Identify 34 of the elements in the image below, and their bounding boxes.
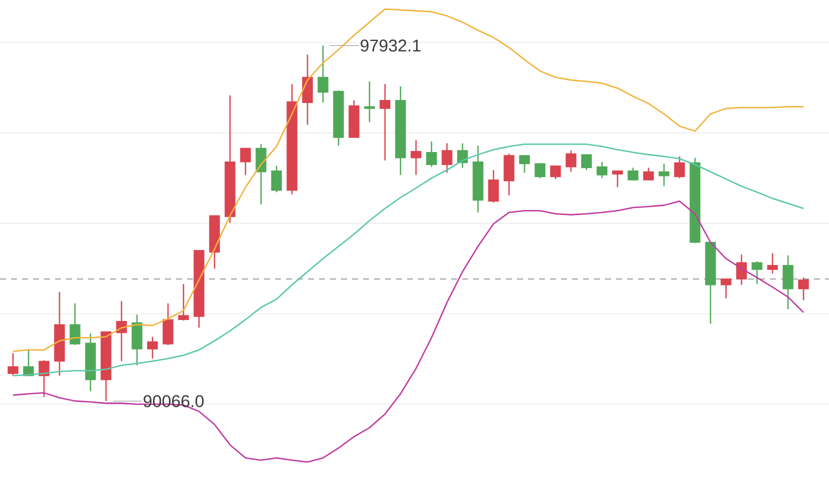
candlestick xyxy=(596,161,608,179)
candlestick xyxy=(426,140,437,168)
annotation: 97932.1 xyxy=(360,40,420,52)
candlestick xyxy=(534,163,546,179)
candlestick xyxy=(488,169,499,204)
candlestick xyxy=(178,283,189,322)
candlestick xyxy=(70,302,80,346)
candlestick xyxy=(256,144,266,205)
candlestick xyxy=(767,252,778,274)
candlestick xyxy=(674,156,685,179)
candlestick xyxy=(736,254,747,286)
candlestick xyxy=(612,170,623,188)
candlestick xyxy=(581,154,592,171)
candlestick xyxy=(8,352,18,376)
candlestick xyxy=(566,150,576,172)
candlestick xyxy=(457,142,468,168)
candlestick xyxy=(628,167,638,181)
candlestick xyxy=(318,44,328,104)
candlestick xyxy=(643,167,654,181)
candlestick xyxy=(147,336,158,360)
candlestick xyxy=(442,142,452,174)
candlestick xyxy=(38,360,50,398)
candlestick xyxy=(720,278,732,300)
candlestick xyxy=(410,140,422,176)
candlestick xyxy=(550,165,561,180)
candlestick xyxy=(519,154,530,174)
candlestick xyxy=(271,165,282,193)
candlestick xyxy=(240,148,251,176)
candlestick xyxy=(798,276,809,301)
candlestick xyxy=(752,260,762,285)
candlestick xyxy=(364,80,375,123)
candlestick xyxy=(782,254,794,310)
candlestick xyxy=(658,163,670,187)
candlestick xyxy=(380,83,390,162)
